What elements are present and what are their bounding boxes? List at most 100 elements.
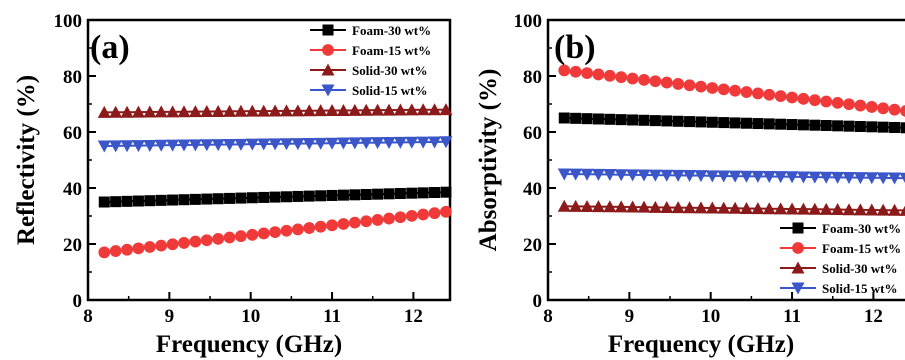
- panel-a-point-foam-30-wt: [98, 196, 110, 208]
- panel-a-point-foam-30-wt: [406, 187, 418, 199]
- panel-a-xlabel: Frequency (GHz): [156, 331, 342, 358]
- panel-b-point-foam-30-wt: [718, 117, 730, 129]
- panel-a-point-solid-30-wt: [336, 103, 350, 116]
- panel-b-ytick-label: 80: [523, 67, 542, 88]
- panel-a-point-foam-15-wt: [143, 241, 156, 253]
- panel-b-point-solid-15-wt: [796, 171, 810, 184]
- panel-b-point-foam-15-wt: [900, 105, 905, 117]
- panel-a-point-solid-30-wt: [257, 104, 271, 117]
- panel-b-point-foam-30-wt: [820, 120, 832, 132]
- panel-a-point-foam-15-wt: [269, 226, 282, 239]
- panel-b-point-solid-15-wt: [694, 170, 708, 183]
- panel-a-point-foam-30-wt: [167, 194, 179, 206]
- panel-b-point-solid-30-wt: [842, 203, 856, 216]
- panel-b-legend: Foam-30 wt% Foam-15 wt% Solid-30 wt% Solid-…: [780, 221, 901, 296]
- panel-a-point-foam-15-wt: [303, 222, 316, 234]
- panel-b-legend-label-foam-30-wt: Foam-30 wt%: [822, 221, 901, 236]
- panel-b-point-foam-30-wt: [592, 113, 604, 125]
- panel-b-ytick-label: 40: [523, 179, 542, 200]
- panel-a-legend-label-solid-30-wt: Solid-30 wt%: [352, 63, 427, 78]
- panel-b-point-foam-15-wt: [672, 78, 685, 90]
- panel-b-ytick-label: 0: [533, 291, 543, 312]
- panel-a-legend-marker-solid-15-wt: [321, 84, 335, 97]
- panel-b-label: (b): [554, 29, 596, 66]
- panel-a-legend-label-foam-15-wt: Foam-15 wt%: [352, 43, 431, 58]
- panel-a-point-foam-30-wt: [383, 188, 395, 200]
- panel-b-point-solid-15-wt: [603, 169, 617, 182]
- panel-a-point-foam-15-wt: [428, 207, 441, 220]
- panel-a-point-foam-15-wt: [246, 228, 259, 241]
- panel-b-point-foam-30-wt: [604, 113, 616, 125]
- panel-b-point-solid-30-wt: [796, 202, 810, 215]
- panel-a-xtick-label: 10: [241, 306, 260, 327]
- panel-a-point-solid-15-wt: [439, 136, 453, 149]
- panel-b-point-foam-15-wt: [558, 64, 571, 77]
- panel-b-point-foam-30-wt: [649, 115, 661, 127]
- panel-b-ytick-label: 20: [523, 235, 542, 256]
- panel-b-point-foam-30-wt: [752, 118, 764, 130]
- panel-a-point-foam-30-wt: [269, 191, 281, 203]
- panel-b-point-solid-15-wt: [831, 171, 845, 184]
- panel-b-point-solid-15-wt: [739, 170, 753, 183]
- panel-b-point-foam-30-wt: [661, 115, 673, 127]
- panel-a-point-solid-15-wt: [188, 139, 202, 152]
- panel-a-point-solid-15-wt: [371, 137, 385, 150]
- panel-b-point-solid-30-wt: [648, 200, 662, 213]
- panel-a-point-foam-15-wt: [166, 238, 179, 251]
- panel-b-point-foam-15-wt: [751, 87, 764, 100]
- panel-a-point-solid-30-wt: [245, 104, 259, 117]
- panel-a-ylabel: Reflectivity (%): [13, 75, 40, 245]
- panel-a-point-foam-15-wt: [212, 232, 225, 245]
- panel-a-point-foam-15-wt: [326, 219, 338, 232]
- panel-b-point-solid-15-wt: [637, 169, 651, 182]
- panel-b-point-solid-15-wt: [557, 168, 571, 181]
- panel-b-point-foam-30-wt: [638, 114, 650, 126]
- panel-b-point-foam-15-wt: [717, 83, 730, 96]
- panel-b-point-solid-30-wt: [774, 202, 788, 215]
- panel-a-point-solid-30-wt: [393, 103, 407, 116]
- panel-a-point-solid-30-wt: [143, 105, 157, 118]
- panel-a-point-solid-30-wt: [371, 103, 385, 116]
- panel-b-point-solid-15-wt: [717, 170, 731, 183]
- panel-a-point-solid-15-wt: [268, 138, 282, 151]
- panel-a-point-solid-30-wt: [120, 105, 134, 118]
- panel-b-xtick-label: 12: [864, 306, 883, 327]
- panel-b-point-solid-15-wt: [853, 172, 867, 185]
- panel-a-point-solid-30-wt: [325, 104, 339, 117]
- panel-a-point-solid-15-wt: [314, 137, 328, 150]
- panel-b-legend-label-solid-15-wt: Solid-15 wt%: [822, 281, 897, 296]
- panel-a-point-foam-15-wt: [383, 212, 395, 225]
- panel-b-xtick-label: 9: [625, 306, 635, 327]
- panel-b-point-foam-30-wt: [729, 117, 741, 129]
- panel-a-ytick-label: 40: [63, 179, 82, 200]
- panel-b-point-foam-30-wt: [775, 118, 787, 130]
- panel-a-point-solid-30-wt: [439, 103, 453, 116]
- panel-a-point-solid-15-wt: [302, 137, 316, 150]
- panel-a-point-solid-30-wt: [382, 103, 396, 116]
- panel-b-point-solid-15-wt: [842, 172, 856, 184]
- panel-b-point-foam-15-wt: [592, 68, 605, 81]
- panel-a-point-solid-15-wt: [393, 136, 407, 149]
- panel-a-point-solid-30-wt: [302, 104, 316, 117]
- panel-b-chart: 8 9 10 11 12 0 20 40 60 80 100 (b) Frequency (GHz)…: [475, 11, 905, 358]
- panel-a-point-solid-15-wt: [177, 139, 191, 152]
- panel-b-point-solid-15-wt: [671, 169, 685, 182]
- panel-a-point-solid-15-wt: [382, 137, 396, 149]
- panel-a-point-solid-30-wt: [131, 105, 145, 118]
- panel-b-point-foam-30-wt: [797, 119, 809, 131]
- panel-b-point-solid-30-wt: [557, 199, 571, 212]
- panel-a-point-foam-30-wt: [394, 188, 406, 200]
- panel-b-point-foam-15-wt: [888, 103, 901, 116]
- panel-b-ytick-label: 60: [523, 123, 542, 144]
- panel-a-point-foam-15-wt: [371, 214, 384, 226]
- panel-a-point-solid-15-wt: [154, 139, 168, 152]
- panel-b-point-foam-15-wt: [581, 67, 593, 80]
- panel-a-point-foam-15-wt: [223, 231, 236, 244]
- panel-b-point-foam-15-wt: [820, 95, 833, 108]
- panel-a-point-solid-15-wt: [234, 138, 248, 151]
- panel-a-xtick-label: 9: [165, 306, 175, 327]
- panel-b-point-foam-15-wt: [695, 80, 707, 93]
- panel-b-point-foam-15-wt: [831, 96, 844, 109]
- panel-b-point-solid-30-wt: [785, 202, 799, 215]
